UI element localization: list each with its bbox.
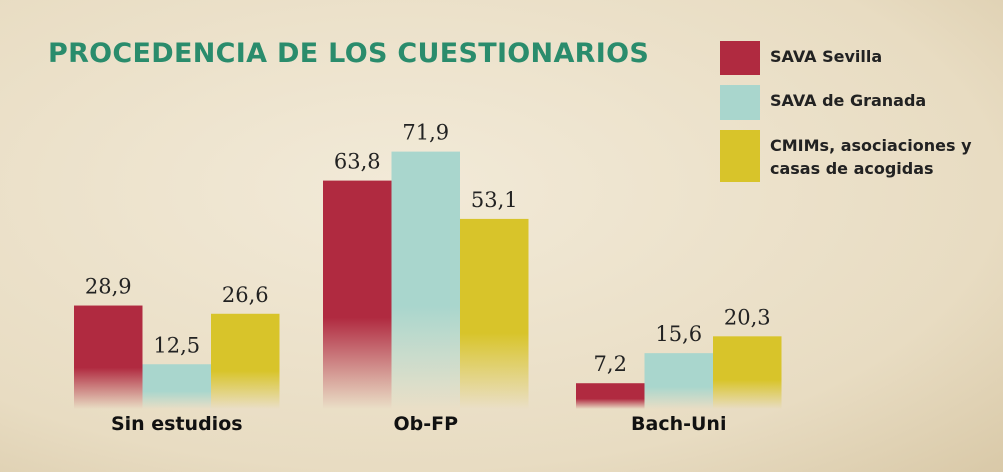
value-label: 15,6 [655,322,702,346]
value-label: 26,6 [222,283,269,307]
x-tick-label: Ob-FP [393,413,458,435]
legend-label: SAVA Sevilla [770,45,985,68]
bar [143,364,212,409]
value-label: 63,8 [334,150,381,174]
chart: PROCEDENCIA DE LOS CUESTIONARIOS 28,912,… [0,0,1003,472]
legend-swatch [720,41,760,75]
value-label: 28,9 [85,275,132,299]
x-tick-label: Bach-Uni [631,413,726,435]
bar [460,219,529,409]
bar [713,336,782,409]
value-label: 71,9 [402,121,449,145]
legend-label: SAVA de Granada [770,89,985,112]
x-tick-label: Sin estudios [111,413,243,435]
value-label: 20,3 [724,305,771,329]
bar [645,353,714,409]
bar [74,306,143,409]
bar [211,314,280,409]
value-label: 7,2 [594,352,627,376]
value-label: 12,5 [153,333,200,357]
plot: 28,9 12,5 26,6 Sin estudios 63,8 71,9 53,1 Ob-F… [0,0,1003,472]
bar [392,152,461,409]
legend-label: CMIMs, asociaciones y casas de acogidas [770,134,985,180]
value-label: 53,1 [471,188,518,212]
bar [576,383,645,409]
legend-swatch [720,85,760,120]
bar [323,181,392,409]
legend-swatch [720,130,760,182]
